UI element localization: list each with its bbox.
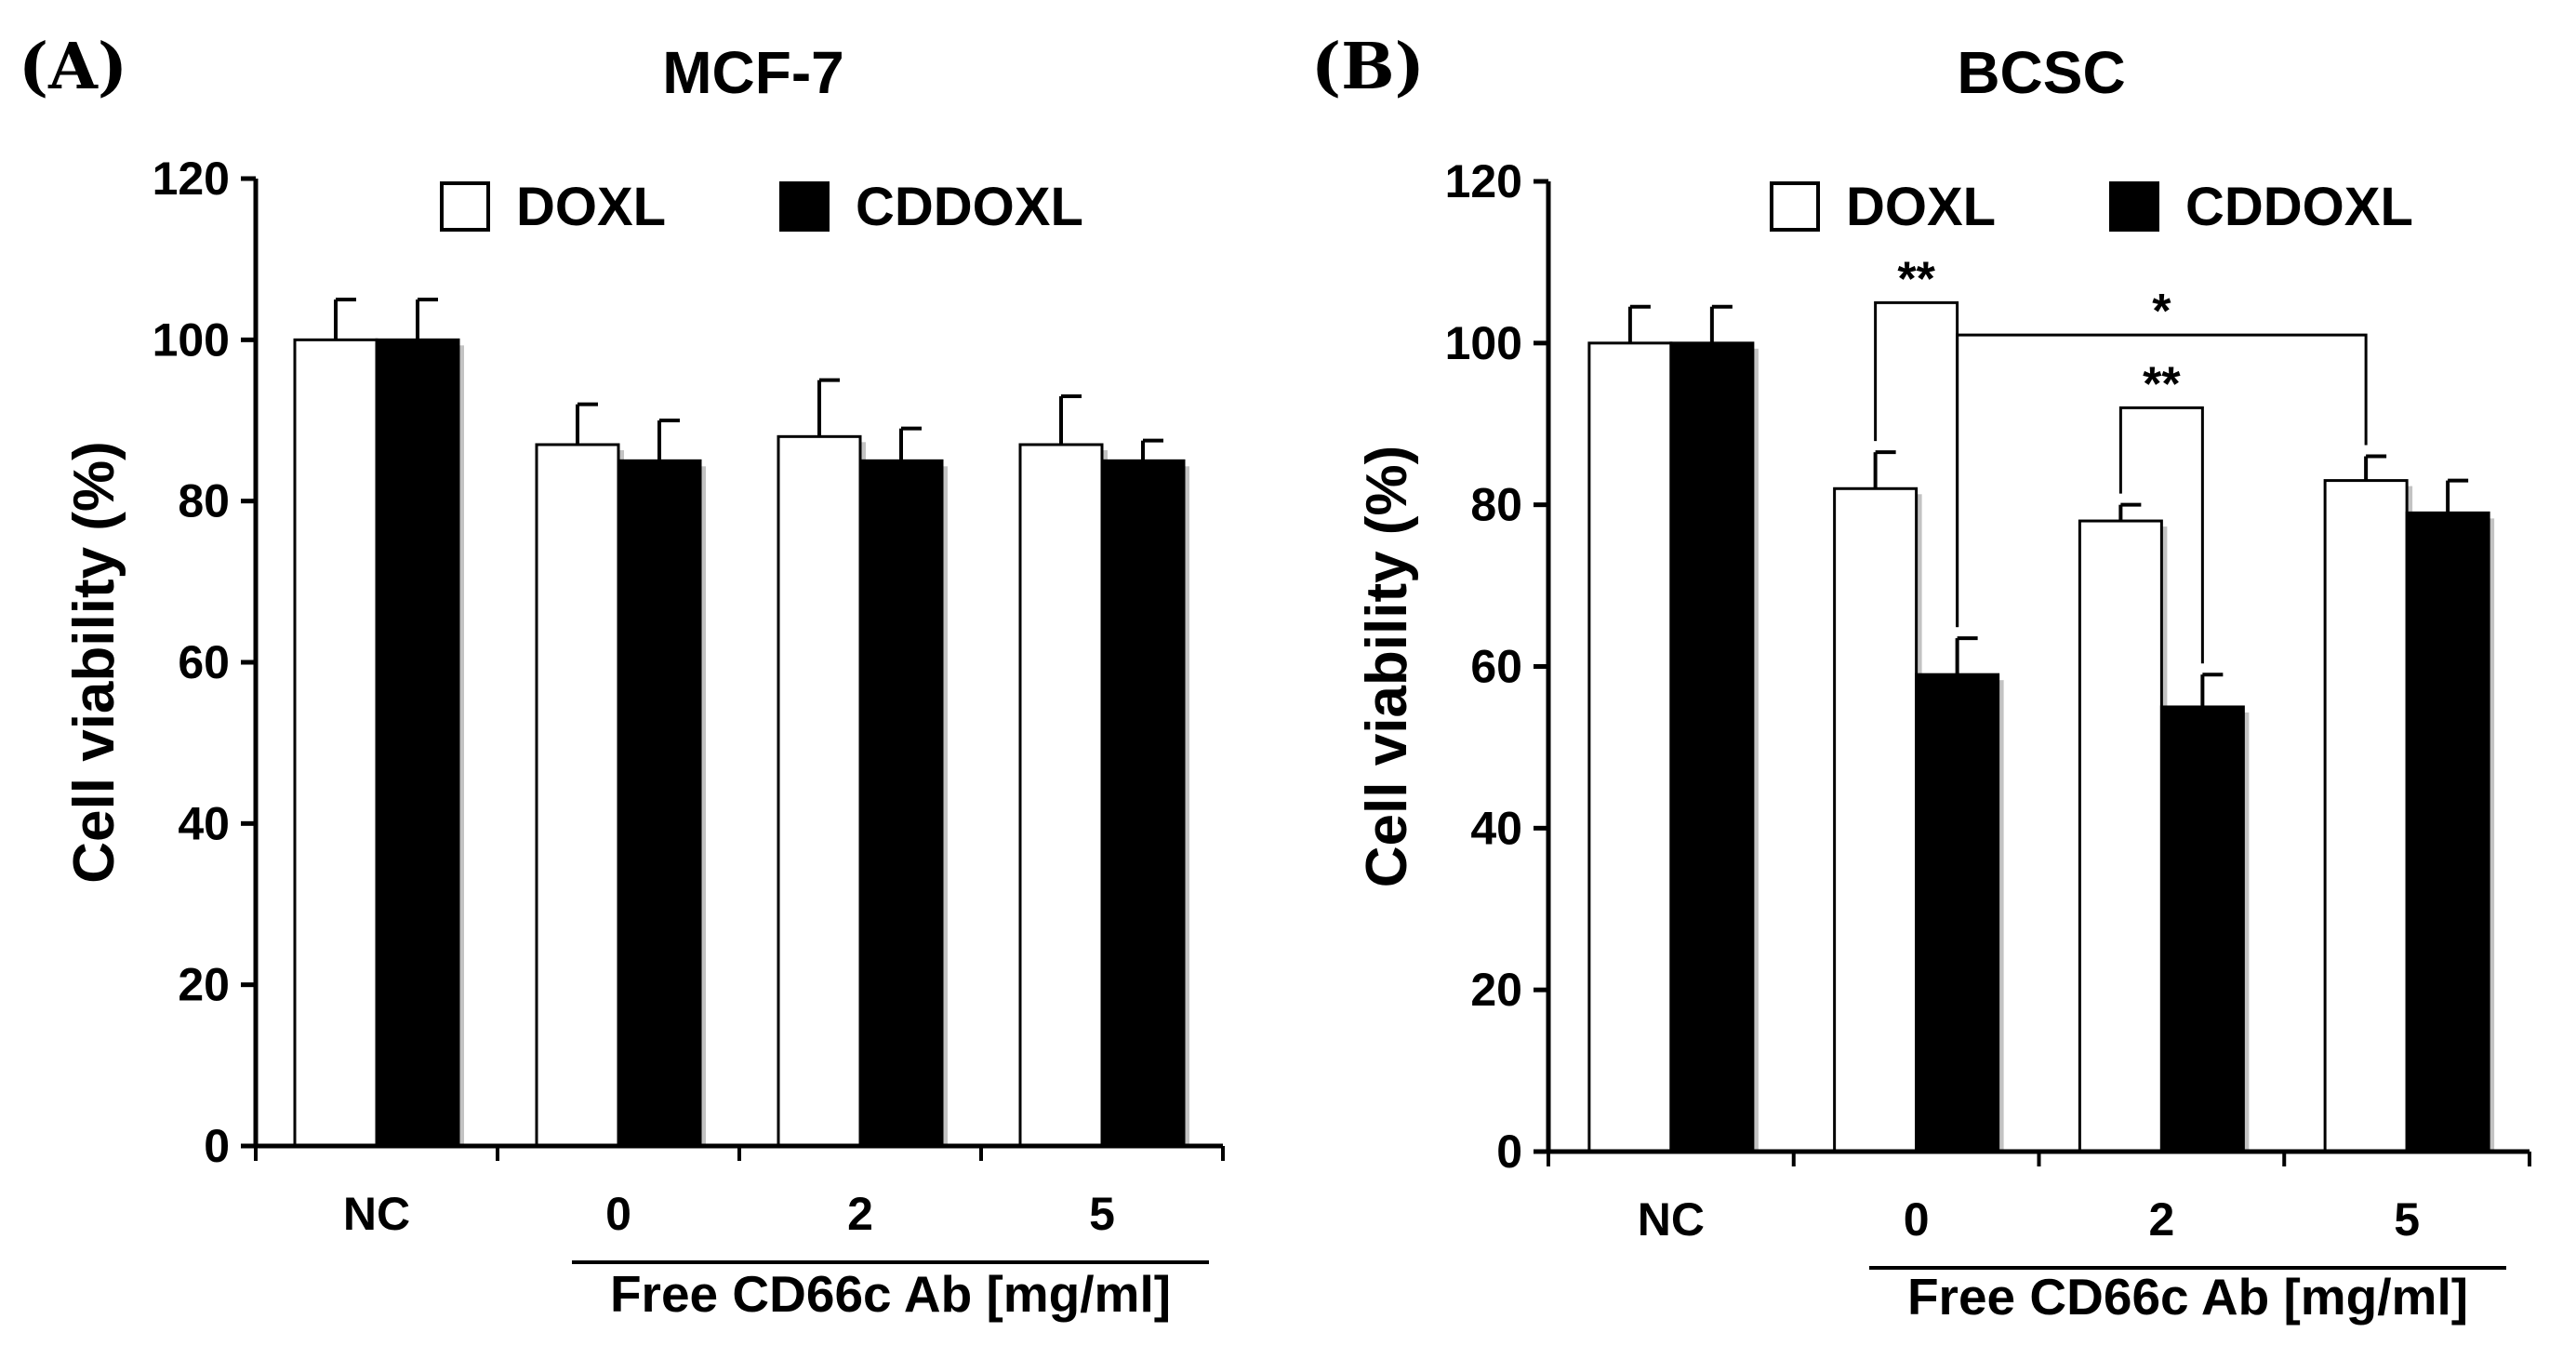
x-tick-label: 5 [1089, 1188, 1115, 1240]
y-tick-label: 20 [1470, 964, 1522, 1016]
y-tick-label: 100 [1445, 317, 1522, 369]
bar-cddoxl-NC [1669, 341, 1755, 1153]
legend-label-doxl: DOXL [1846, 177, 1996, 237]
x-tick-label: NC [343, 1188, 410, 1240]
chart-title: MCF-7 [662, 39, 844, 106]
bar-cddoxl-0 [1915, 673, 2000, 1153]
y-axis-label: Cell viability (%) [62, 441, 126, 883]
x-tick-label: 2 [2148, 1193, 2174, 1246]
bar-doxl-5 [2323, 479, 2409, 1153]
x-group-label: Free CD66c Ab [mg/ml] [1907, 1268, 2468, 1326]
y-tick-label: 0 [204, 1120, 230, 1172]
y-axis-label: Cell viability (%) [1355, 446, 1419, 887]
y-tick-label: 80 [178, 475, 230, 527]
bar-doxl-2 [777, 434, 862, 1148]
bar-doxl-0 [1833, 486, 1919, 1153]
legend-swatch-doxl [440, 181, 490, 232]
bar-cddoxl-5 [2405, 511, 2490, 1153]
y-tick-label: 80 [1470, 479, 1522, 531]
legend-label-cddoxl: CDDOXL [856, 177, 1083, 237]
panel-label: (A) [19, 30, 127, 104]
bar-doxl-5 [1018, 443, 1104, 1148]
x-group-label: Free CD66c Ab [mg/ml] [610, 1265, 1171, 1323]
y-tick-label: 40 [1470, 802, 1522, 854]
legend-swatch-doxl [1770, 181, 1820, 232]
bar-cddoxl-2 [858, 459, 944, 1148]
legend-swatch-cddoxl [779, 181, 830, 232]
bar-cddoxl-2 [2159, 705, 2245, 1153]
y-tick-label: 0 [1496, 1126, 1522, 1178]
x-tick-label: 0 [605, 1188, 631, 1240]
legend-swatch-cddoxl [2109, 181, 2159, 232]
y-tick-label: 40 [178, 797, 230, 849]
y-tick-label: 60 [1470, 641, 1522, 693]
significance-label: ** [2143, 357, 2181, 411]
chart-title: BCSC [1957, 39, 2125, 106]
bar-cddoxl-NC [375, 338, 460, 1148]
y-tick-label: 20 [178, 959, 230, 1011]
x-tick-label: 2 [847, 1188, 873, 1240]
bar-doxl-NC [293, 338, 378, 1148]
legend-label-doxl: DOXL [516, 177, 666, 237]
x-tick-label: 0 [1904, 1193, 1930, 1246]
y-tick-label: 100 [153, 313, 230, 366]
significance-bracket [1956, 333, 2368, 628]
bar-cddoxl-5 [1100, 459, 1186, 1148]
y-tick-label: 120 [153, 153, 230, 205]
x-tick-label: NC [1638, 1193, 1705, 1246]
legend-label-cddoxl: CDDOXL [2185, 177, 2413, 237]
significance-label: ** [1897, 252, 1935, 306]
y-tick-label: 120 [1445, 155, 1522, 207]
y-tick-label: 60 [178, 636, 230, 688]
significance-label: * [2152, 285, 2171, 339]
bar-cddoxl-0 [617, 459, 702, 1148]
bar-doxl-0 [535, 443, 620, 1148]
bar-doxl-NC [1587, 341, 1673, 1153]
x-tick-label: 5 [2394, 1193, 2420, 1246]
significance-bracket [2118, 406, 2204, 664]
bar-doxl-2 [2078, 519, 2163, 1153]
panel-label: (B) [1311, 30, 1425, 104]
